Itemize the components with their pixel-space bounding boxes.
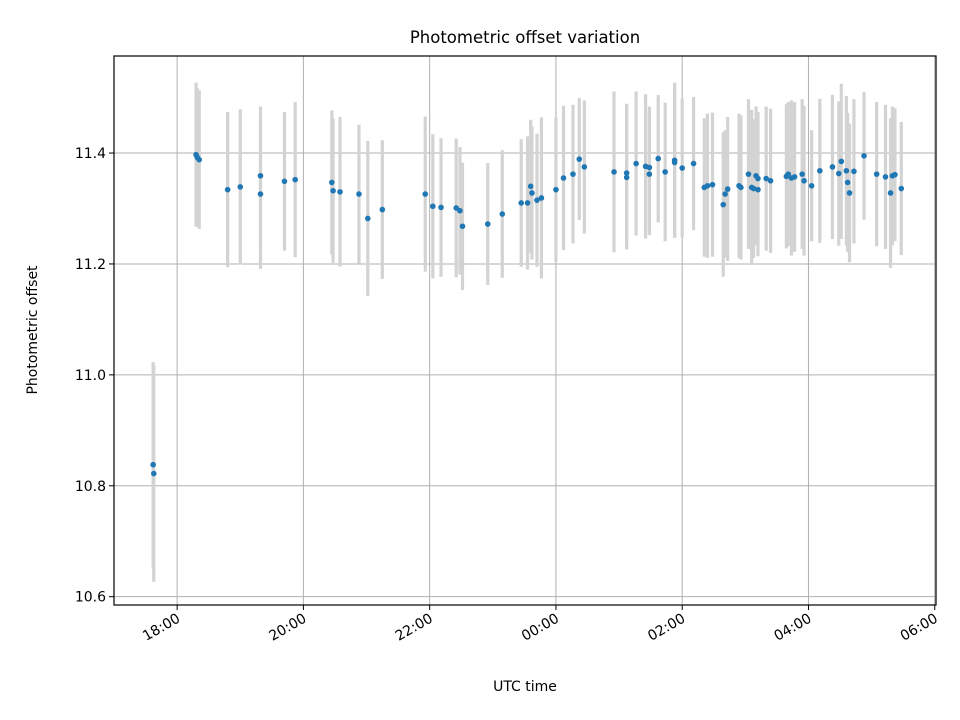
- data-point: [843, 167, 850, 174]
- data-point: [835, 170, 842, 177]
- data-point: [560, 175, 567, 181]
- data-point: [767, 177, 774, 184]
- data-point: [738, 184, 744, 191]
- data-point: [330, 187, 336, 194]
- data-point: [846, 190, 853, 196]
- data-point: [518, 200, 525, 206]
- data-point: [791, 174, 798, 180]
- data-point: [484, 221, 491, 227]
- data-point: [538, 195, 545, 201]
- data-point: [709, 181, 716, 188]
- data-point: [524, 200, 531, 206]
- data-point: [704, 182, 711, 189]
- data-point: [379, 206, 386, 213]
- grid-lines: [114, 56, 936, 605]
- data-point: [570, 171, 576, 177]
- data-point: [838, 158, 845, 165]
- data-point: [851, 168, 857, 175]
- chart-title: Photometric offset variation: [410, 28, 640, 47]
- data-point: [438, 204, 444, 211]
- data-point: [799, 171, 805, 177]
- data-point: [553, 186, 559, 193]
- data-point: [576, 156, 583, 162]
- data-point: [873, 171, 880, 177]
- y-tick-label: 11.0: [75, 368, 106, 384]
- data-point: [844, 179, 851, 186]
- data-point: [529, 190, 535, 196]
- data-point: [646, 171, 653, 177]
- data-point: [763, 175, 769, 182]
- data-point: [882, 174, 889, 180]
- data-point: [861, 153, 867, 159]
- data-point: [150, 461, 156, 468]
- data-point: [745, 171, 752, 177]
- data-point: [581, 164, 588, 170]
- data-point: [337, 189, 343, 195]
- data-point: [679, 165, 686, 171]
- y-axis-ticks: 10.6 10.8 11.0 11.2 11.4: [75, 146, 114, 606]
- data-point: [237, 184, 244, 190]
- plot-frame: [113, 55, 937, 606]
- data-point: [750, 185, 757, 192]
- data-point: [196, 156, 203, 163]
- data-point: [150, 470, 157, 477]
- data-point: [611, 169, 617, 175]
- data-point: [623, 174, 630, 181]
- data-point: [534, 197, 540, 203]
- data-point: [356, 191, 362, 197]
- data-point: [633, 160, 639, 167]
- data-point: [646, 164, 653, 171]
- data-point: [808, 182, 815, 189]
- y-axis-label: Photometric offset: [25, 265, 41, 395]
- data-point: [257, 191, 264, 197]
- data-point: [655, 155, 662, 162]
- data-point: [722, 191, 728, 197]
- data-point: [499, 211, 506, 217]
- data-point: [671, 159, 678, 166]
- data-point: [224, 186, 231, 193]
- data-point: [623, 170, 630, 176]
- y-tick-label: 11.4: [75, 146, 106, 162]
- data-point: [720, 201, 727, 208]
- data-point: [887, 190, 894, 196]
- data-point: [292, 176, 298, 183]
- data-point: [422, 191, 429, 197]
- data-point: [430, 203, 436, 210]
- data-point: [457, 207, 463, 214]
- data-points: [150, 151, 905, 477]
- data-point: [785, 171, 792, 177]
- data-point: [690, 160, 697, 167]
- data-point: [755, 186, 761, 193]
- data-point: [527, 183, 534, 190]
- y-tick-label: 10.8: [75, 479, 106, 495]
- data-point: [801, 177, 807, 184]
- data-point: [329, 179, 335, 186]
- data-point: [892, 171, 898, 178]
- data-point: [459, 223, 466, 230]
- data-point: [898, 185, 905, 192]
- y-tick-label: 10.6: [75, 590, 106, 606]
- data-point: [662, 169, 668, 175]
- data-point: [364, 215, 371, 222]
- y-tick-label: 11.2: [75, 257, 106, 273]
- data-point: [281, 178, 288, 185]
- data-point: [257, 172, 264, 179]
- x-axis-label: UTC time: [493, 679, 557, 695]
- data-point: [724, 186, 731, 192]
- data-point: [817, 167, 823, 174]
- data-point: [755, 175, 761, 182]
- data-point: [829, 164, 836, 170]
